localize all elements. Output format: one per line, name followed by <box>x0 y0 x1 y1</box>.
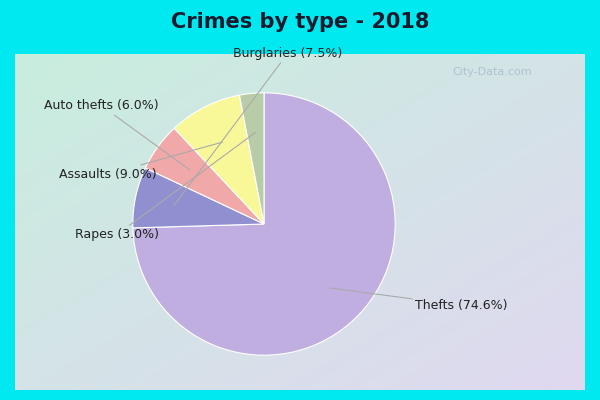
Wedge shape <box>145 128 264 224</box>
Wedge shape <box>174 95 264 224</box>
Wedge shape <box>133 168 264 228</box>
Text: Rapes (3.0%): Rapes (3.0%) <box>75 132 256 241</box>
Text: Thefts (74.6%): Thefts (74.6%) <box>330 288 508 312</box>
Text: Crimes by type - 2018: Crimes by type - 2018 <box>171 12 429 32</box>
Text: City-Data.com: City-Data.com <box>452 67 532 77</box>
Text: Auto thefts (6.0%): Auto thefts (6.0%) <box>44 100 190 170</box>
Text: Burglaries (7.5%): Burglaries (7.5%) <box>174 47 342 205</box>
Wedge shape <box>133 93 395 355</box>
Wedge shape <box>239 93 264 224</box>
Text: Assaults (9.0%): Assaults (9.0%) <box>59 142 223 181</box>
